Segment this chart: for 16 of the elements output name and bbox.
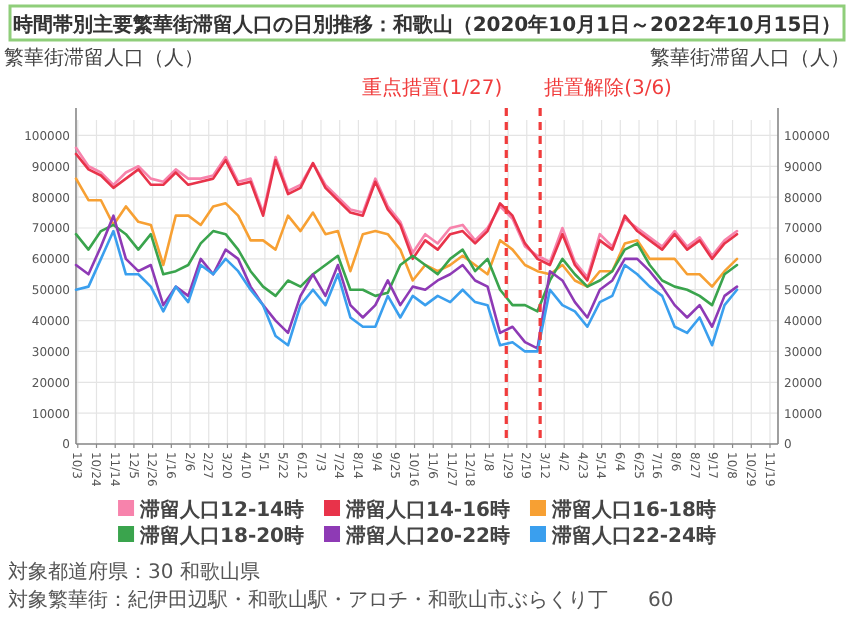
ref-line-label: 措置解除(3/6) [544,76,673,100]
line-series [74,223,739,313]
legend-label: 滞留人口18-20時 [138,524,305,548]
y2-axis-title: 繁華街滞留人口（人） [650,46,850,70]
legend-label: 滞留人口22-24時 [549,524,716,548]
legend-label: 滞留人口12-14時 [138,498,305,522]
legend-label: 滞留人口16-18時 [549,498,716,522]
y-axis-title: 繁華街滞留人口（人） [4,46,204,70]
legend-label: 滞留人口20-22時 [344,524,510,548]
line-series [74,177,739,288]
text: 60 [648,590,674,612]
ref-line-label: 重点措置(1/27) [361,76,503,100]
legend-label: 滞留人口14-16時 [344,498,510,522]
text: 対象都道府県：30 和歌山県 [8,560,260,584]
chart-title: 時間帯別主要繁華街滞留人口の日別推移：和歌山（2020年10月1日～2022年10月15日） [12,13,842,37]
text: 対象繁華街：紀伊田辺駅・和歌山駅・アロチ・和歌山市ぶらくり丁 [8,588,608,612]
